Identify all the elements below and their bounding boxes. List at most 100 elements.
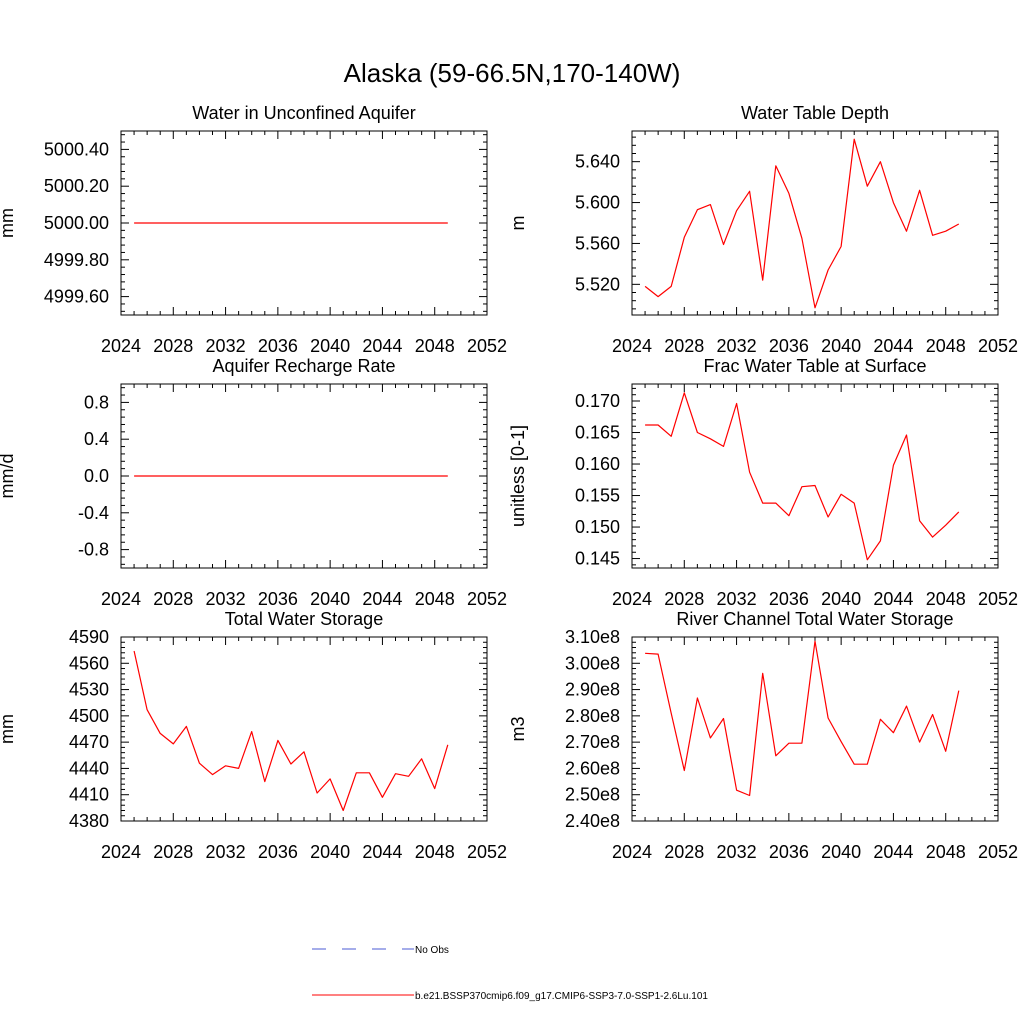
x-tick-label: 2032 bbox=[717, 589, 757, 609]
plot-frame bbox=[631, 130, 999, 316]
y-tick-label: 4530 bbox=[69, 680, 109, 700]
x-tick-label: 2040 bbox=[821, 336, 861, 356]
x-tick-label: 2048 bbox=[415, 842, 455, 862]
x-tick-label: 2040 bbox=[821, 842, 861, 862]
x-tick-label: 2024 bbox=[612, 336, 652, 356]
x-tick-label: 2048 bbox=[415, 336, 455, 356]
x-tick-label: 2048 bbox=[926, 589, 966, 609]
x-tick-label: 2040 bbox=[310, 842, 350, 862]
x-tick-label: 2052 bbox=[467, 336, 507, 356]
x-tick-label: 2040 bbox=[310, 336, 350, 356]
x-tick-label: 2044 bbox=[873, 336, 913, 356]
x-tick-label: 2024 bbox=[101, 589, 141, 609]
y-tick-label: 4380 bbox=[69, 811, 109, 831]
x-tick-label: 2052 bbox=[978, 589, 1018, 609]
figure-title: Alaska (59-66.5N,170-140W) bbox=[344, 58, 681, 88]
y-tick-label: 2.70e8 bbox=[565, 732, 620, 752]
x-tick-label: 2052 bbox=[978, 336, 1018, 356]
y-tick-label: 2.90e8 bbox=[565, 680, 620, 700]
y-tick-label: 0.145 bbox=[575, 549, 620, 569]
y-axis-label: mm bbox=[0, 208, 17, 238]
x-tick-label: 2028 bbox=[153, 842, 193, 862]
y-tick-label: 4500 bbox=[69, 706, 109, 726]
y-tick-label: 4440 bbox=[69, 758, 109, 778]
y-tick-label: -0.8 bbox=[78, 540, 109, 560]
panel-title: Frac Water Table at Surface bbox=[703, 356, 926, 376]
y-tick-label: 2.50e8 bbox=[565, 785, 620, 805]
panels: Water in Unconfined Aquifer mm 2024 2028 203… bbox=[0, 103, 1018, 862]
y-tick-label: 4999.80 bbox=[44, 250, 109, 270]
x-tick-label: 2044 bbox=[873, 589, 913, 609]
x-tick-label: 2032 bbox=[206, 589, 246, 609]
chart-panel-5: Total Water Storage mm 2024 2028 2032 2036 204… bbox=[0, 609, 507, 862]
y-tick-label: 2.40e8 bbox=[565, 811, 620, 831]
x-tick-label: 2024 bbox=[101, 842, 141, 862]
x-tick-label: 2052 bbox=[978, 842, 1018, 862]
x-tick-label: 2036 bbox=[769, 336, 809, 356]
y-tick-label: 3.00e8 bbox=[565, 653, 620, 673]
panel-title: River Channel Total Water Storage bbox=[676, 609, 953, 629]
x-tick-label: 2032 bbox=[717, 336, 757, 356]
series-line bbox=[645, 640, 960, 797]
x-tick-label: 2044 bbox=[362, 589, 402, 609]
y-axis-label: m bbox=[508, 216, 528, 231]
series-line bbox=[644, 138, 960, 309]
y-tick-label: 5000.40 bbox=[44, 139, 109, 159]
x-tick-label: 2040 bbox=[821, 589, 861, 609]
y-tick-label: 2.60e8 bbox=[565, 758, 620, 778]
chart-panel-4: Frac Water Table at Surface unitless [0-1… bbox=[508, 356, 1018, 609]
y-tick-label: 4470 bbox=[69, 732, 109, 752]
panel-title: Aquifer Recharge Rate bbox=[212, 356, 395, 376]
plot-frame bbox=[631, 636, 999, 822]
y-tick-label: 0.4 bbox=[84, 429, 109, 449]
series-line bbox=[645, 392, 960, 561]
y-tick-label: 4560 bbox=[69, 653, 109, 673]
x-tick-label: 2024 bbox=[612, 589, 652, 609]
y-tick-label: 0.155 bbox=[575, 486, 620, 506]
x-tick-label: 2036 bbox=[258, 842, 298, 862]
x-tick-label: 2028 bbox=[153, 589, 193, 609]
y-tick-label: 0.8 bbox=[84, 392, 109, 412]
x-tick-label: 2036 bbox=[258, 589, 298, 609]
legend-model-label: b.e21.BSSP370cmip6.f09_g17.CMIP6-SSP3-7.… bbox=[415, 991, 708, 1002]
y-tick-label: 2.80e8 bbox=[565, 706, 620, 726]
y-tick-label: 3.10e8 bbox=[565, 627, 620, 647]
x-tick-label: 2028 bbox=[153, 336, 193, 356]
y-tick-label: 4590 bbox=[69, 627, 109, 647]
x-tick-label: 2044 bbox=[362, 336, 402, 356]
y-tick-label: 0.150 bbox=[575, 517, 620, 537]
x-tick-label: 2052 bbox=[467, 842, 507, 862]
panel-title: Total Water Storage bbox=[225, 609, 383, 629]
x-tick-label: 2036 bbox=[258, 336, 298, 356]
y-tick-label: 5.520 bbox=[575, 274, 620, 294]
x-tick-label: 2048 bbox=[926, 842, 966, 862]
y-axis-label: mm bbox=[0, 714, 17, 744]
x-tick-label: 2032 bbox=[717, 842, 757, 862]
x-tick-label: 2028 bbox=[664, 336, 704, 356]
y-tick-label: 4999.60 bbox=[44, 287, 109, 307]
x-tick-label: 2044 bbox=[873, 842, 913, 862]
plot-frame bbox=[120, 636, 488, 822]
plot-frame bbox=[631, 383, 999, 569]
x-tick-label: 2040 bbox=[310, 589, 350, 609]
y-tick-label: 5.600 bbox=[575, 193, 620, 213]
y-tick-label: 5.560 bbox=[575, 233, 620, 253]
chart-panel-2: Water Table Depth m 2024 2028 2032 2036 2040 20… bbox=[508, 103, 1018, 356]
x-tick-label: 2024 bbox=[101, 336, 141, 356]
chart-panel-6: River Channel Total Water Storage m3 2024 2… bbox=[508, 609, 1018, 862]
x-tick-label: 2048 bbox=[926, 336, 966, 356]
series-line bbox=[133, 650, 449, 812]
y-tick-label: 0.0 bbox=[84, 466, 109, 486]
y-axis-label: unitless [0-1] bbox=[508, 425, 528, 527]
panel-title: Water in Unconfined Aquifer bbox=[192, 103, 415, 123]
x-tick-label: 2044 bbox=[362, 842, 402, 862]
x-tick-label: 2032 bbox=[206, 336, 246, 356]
panel-title: Water Table Depth bbox=[741, 103, 889, 123]
x-tick-label: 2032 bbox=[206, 842, 246, 862]
y-tick-label: -0.4 bbox=[78, 503, 109, 523]
y-tick-label: 5000.00 bbox=[44, 213, 109, 233]
x-tick-label: 2052 bbox=[467, 589, 507, 609]
y-tick-label: 5.640 bbox=[575, 152, 620, 172]
y-tick-label: 4410 bbox=[69, 785, 109, 805]
